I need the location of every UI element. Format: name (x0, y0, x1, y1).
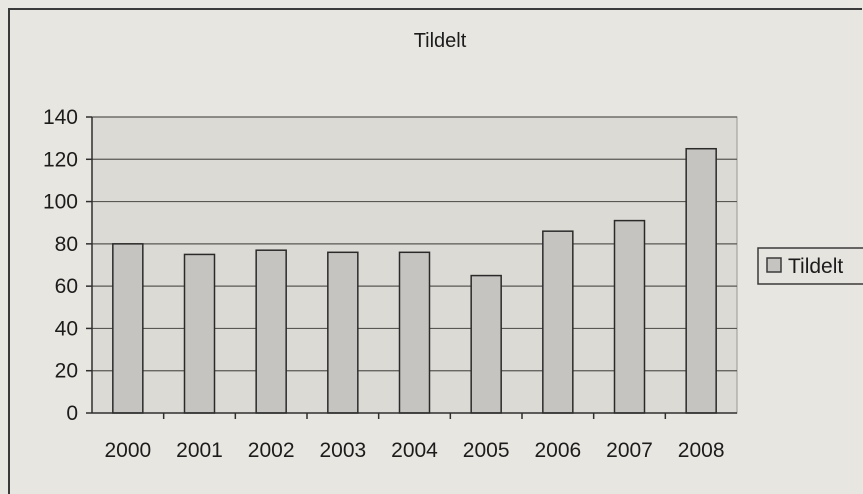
y-tick-label: 140 (43, 106, 78, 129)
x-tick-label: 2003 (319, 439, 366, 462)
x-tick-label: 2000 (104, 439, 151, 462)
bar-2007 (613, 219, 646, 414)
x-tick-label: 2001 (176, 439, 223, 462)
bar-2005 (470, 274, 502, 414)
chart-title: Tildelt (414, 30, 467, 52)
y-axis-tick-labels: 0 20 40 60 80 100 120 140 (43, 106, 78, 425)
y-tick-label: 0 (66, 402, 78, 425)
y-tick-label: 20 (55, 360, 78, 383)
x-tick-label: 2006 (534, 439, 581, 462)
legend: Tildelt (757, 247, 863, 285)
bar-series (112, 147, 717, 414)
bar-2006 (542, 230, 574, 414)
x-axis-tick-labels: 2000 2001 2002 2003 2004 2005 2006 2007 2008 (104, 439, 724, 462)
bar-2001 (183, 253, 216, 414)
x-tick-label: 2005 (463, 439, 510, 462)
x-tick-label: 2004 (391, 439, 438, 462)
bar-2008 (685, 147, 717, 414)
y-tick-label: 60 (55, 275, 78, 298)
legend-label: Tildelt (788, 255, 843, 278)
axes (86, 116, 737, 419)
legend-swatch (766, 257, 782, 273)
bar-2000 (112, 243, 144, 414)
x-tick-label: 2008 (678, 439, 725, 462)
x-tick-label: 2007 (606, 439, 653, 462)
y-tick-label: 120 (43, 148, 78, 171)
y-tick-label: 80 (55, 233, 78, 256)
x-tick-label: 2002 (248, 439, 295, 462)
y-tick-label: 40 (55, 317, 78, 340)
bar-2004 (398, 251, 431, 414)
bar-2002 (255, 249, 287, 414)
bar-2003 (327, 251, 359, 414)
y-tick-label: 100 (43, 191, 78, 214)
